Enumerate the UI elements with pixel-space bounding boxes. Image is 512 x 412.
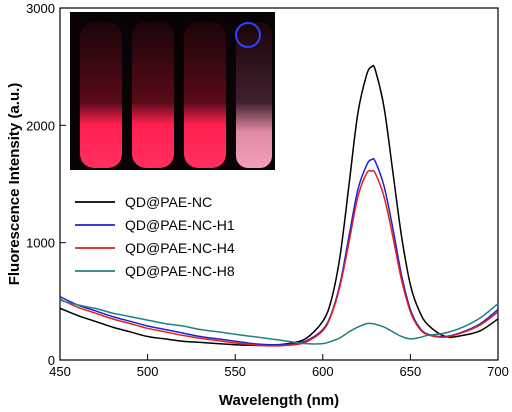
x-tick-label: 600 (312, 364, 334, 379)
x-axis: 450 500 550 600 650 700 (49, 354, 509, 379)
legend-label: QD@PAE-NC-H4 (125, 240, 235, 256)
x-tick-label: 450 (49, 364, 71, 379)
vial-3 (184, 22, 226, 168)
vial-1 (80, 22, 122, 168)
y-tick-label: 2000 (26, 118, 55, 133)
x-tick-label: 650 (400, 364, 422, 379)
vial-2 (132, 22, 174, 168)
highlight-circle (235, 22, 261, 48)
y-tick-label: 1000 (26, 236, 55, 251)
y-tick-label: 0 (48, 353, 55, 368)
plot-frame (59, 7, 499, 361)
legend-label: QD@PAE-NC-H8 (125, 263, 235, 279)
x-tick-label: 550 (224, 364, 246, 379)
y-axis-label: Fluorescence Intensity (a.u.) (6, 83, 23, 286)
series-line-1 (59, 64, 499, 347)
x-tick-label: 500 (137, 364, 159, 379)
y-axis: 0 1000 2000 3000 (26, 1, 66, 368)
legend-label: QD@PAE-NC (125, 194, 212, 210)
legend-label: QD@PAE-NC-H1 (125, 217, 235, 233)
series-layer (59, 64, 499, 347)
inset-photo (70, 12, 275, 170)
series-line-4 (59, 299, 499, 345)
legend: QD@PAE-NC QD@PAE-NC-H1 QD@PAE-NC-H4 QD@PAE-… (75, 194, 235, 279)
x-tick-label: 700 (487, 364, 509, 379)
vial-4 (236, 22, 272, 168)
y-tick-label: 3000 (26, 1, 55, 16)
x-axis-label: Wavelength (nm) (219, 392, 339, 409)
series-line-3 (59, 169, 499, 347)
